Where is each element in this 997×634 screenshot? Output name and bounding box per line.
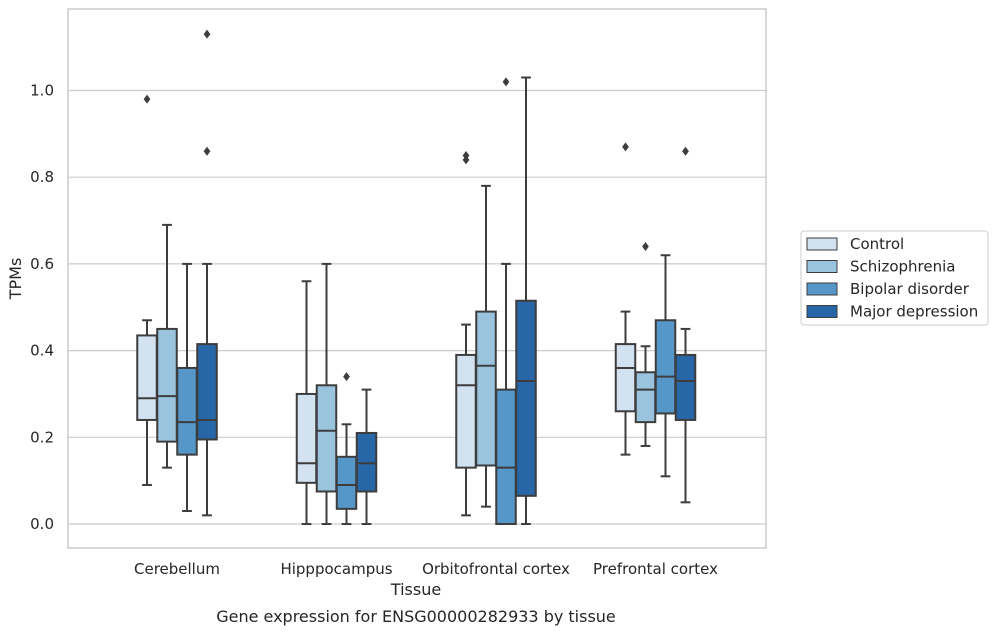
outlier-point (343, 372, 350, 382)
box-control (136, 94, 158, 486)
outlier-point (462, 151, 470, 161)
plot-area (136, 29, 697, 525)
box-iqr (614, 343, 637, 413)
plot-frame (67, 8, 767, 549)
box-schizophrenia (634, 242, 657, 447)
box-iqr (176, 366, 198, 456)
y-tick-label: 0.8 (30, 168, 54, 186)
gridlines (68, 89, 766, 525)
box-schizophrenia (156, 223, 178, 469)
box-iqr (335, 455, 358, 510)
outlier-point (502, 77, 510, 87)
box-iqr (295, 392, 318, 484)
y-tick-label: 1.0 (30, 82, 54, 100)
box-iqr (674, 353, 697, 421)
box-schizophrenia (315, 262, 338, 525)
box-iqr (634, 371, 657, 424)
y-tick-label: 0.2 (30, 428, 54, 446)
outlier-point (682, 146, 689, 156)
box-iqr (196, 343, 218, 441)
x-tick-label: Prefrontal cortex (593, 560, 718, 578)
legend-swatch (806, 282, 838, 296)
box-control (455, 151, 477, 517)
box-iqr (654, 319, 677, 415)
box-major-depression (515, 76, 537, 525)
box-control (614, 142, 637, 456)
box-control (295, 280, 318, 525)
legend-swatch (806, 305, 838, 318)
legend-swatch (806, 237, 838, 251)
outlier-point (203, 29, 211, 39)
legend-label: Bipolar disorder (850, 280, 970, 298)
legend: Control Schizophrenia Bipolar disorder Majo… (800, 230, 989, 326)
axes: 0.0 0.2 0.4 0.6 0.8 1.0 Cerebellum Hipppocampus… (30, 8, 767, 578)
box-iqr (515, 299, 537, 497)
outlier-point (143, 94, 151, 104)
box-bipolar-disorder (495, 77, 517, 525)
x-tick-label: Hipppocampus (280, 560, 392, 578)
legend-label: Control (850, 235, 904, 253)
x-axis-label: Tissue (390, 580, 441, 599)
x-tick-label: Orbitofrontal cortex (422, 560, 570, 578)
y-tick-label: 0.6 (30, 255, 54, 273)
box-iqr (355, 431, 378, 493)
box-bipolar-disorder (176, 262, 198, 512)
box-major-depression (674, 146, 697, 504)
box-major-depression (196, 29, 218, 517)
legend-label: Major depression (850, 303, 978, 321)
legend-label: Schizophrenia (850, 258, 955, 276)
box-iqr (455, 353, 477, 469)
chart-caption: Gene expression for ENSG00000282933 by t… (216, 607, 616, 626)
y-axis-label: TPMs (6, 258, 25, 301)
outlier-point (642, 242, 649, 252)
y-tick-label: 0.0 (30, 515, 54, 533)
legend-swatch (806, 260, 838, 273)
outlier-point (622, 142, 629, 152)
box-iqr (315, 384, 338, 493)
box-bipolar-disorder (335, 372, 358, 525)
box-iqr (136, 334, 158, 421)
y-tick-label: 0.4 (30, 342, 54, 360)
box-schizophrenia (475, 184, 497, 508)
x-tick-label: Cerebellum (134, 560, 220, 578)
box-iqr (156, 327, 178, 443)
legend-frame (800, 230, 989, 326)
outlier-point (203, 146, 211, 156)
box-iqr (495, 388, 517, 525)
box-iqr (475, 310, 497, 467)
box-bipolar-disorder (654, 254, 677, 478)
box-major-depression (355, 388, 378, 525)
